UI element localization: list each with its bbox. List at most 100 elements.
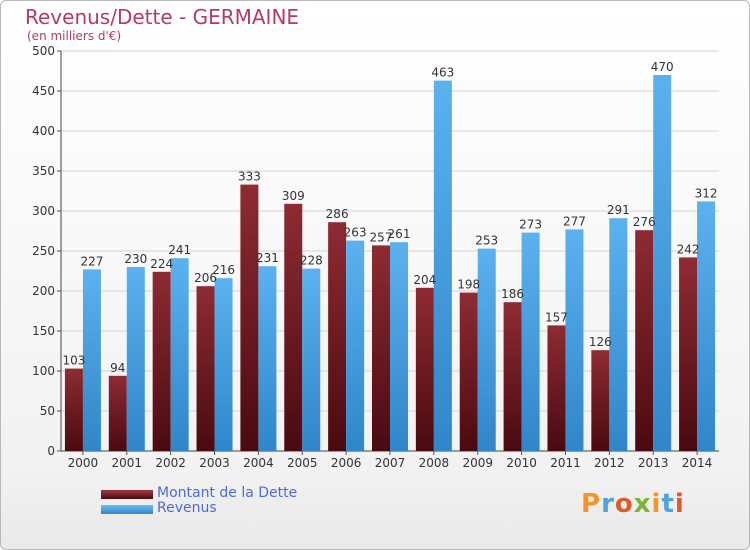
bar-dette [679,257,698,451]
x-tick-label: 2014 [682,456,713,470]
data-label-dette: 206 [194,271,217,285]
y-tick-label: 450 [32,84,55,98]
data-label-revenus: 253 [475,234,498,248]
bar-dette [284,203,303,451]
bar-dette [635,230,654,451]
logo-letter: i [651,489,662,519]
bars [64,75,716,451]
legend-swatch-dette [101,490,153,499]
y-tick-label: 0 [47,444,55,458]
x-tick-label: 2003 [199,456,230,470]
bar-dette [196,286,215,451]
x-tick-label: 2012 [594,456,625,470]
bar-revenus [433,80,452,451]
x-tick-label: 2013 [638,456,669,470]
y-tick-label: 50 [40,404,55,418]
y-tick-label: 250 [32,244,55,258]
bar-dette [240,184,259,451]
x-tick-label: 2004 [243,456,274,470]
chart-subtitle: (en milliers d'€) [27,29,122,43]
bar-revenus [609,218,628,451]
data-label-dette: 103 [62,354,85,368]
data-label-dette: 286 [326,207,349,221]
bar-dette [152,271,171,451]
bar-revenus [302,268,321,451]
x-tick-label: 2009 [462,456,493,470]
bar-revenus [697,201,716,451]
y-tick-label: 200 [32,284,55,298]
bar-revenus [170,258,189,451]
x-tick-label: 2000 [68,456,99,470]
x-tick-label: 2007 [375,456,406,470]
x-tick-label: 2001 [112,456,143,470]
data-label-dette: 309 [282,189,305,203]
data-label-revenus: 261 [388,227,411,241]
x-tick-label: 2011 [550,456,581,470]
data-label-revenus: 291 [607,203,630,217]
bar-revenus [521,232,540,451]
bar-revenus [477,248,496,451]
bar-dette [372,245,390,451]
x-tick-label: 2006 [331,456,362,470]
x-tick-label: 2005 [287,456,318,470]
data-label-dette: 198 [457,278,480,292]
legend-swatch-revenus [101,505,153,514]
data-label-revenus: 277 [563,214,586,228]
y-tick-label: 500 [32,44,55,58]
y-tick-label: 400 [32,124,55,138]
logo-letter: P [581,489,602,519]
y-tick-label: 350 [32,164,55,178]
data-label-dette: 224 [150,257,173,271]
logo-letter: r [601,489,615,519]
data-label-dette: 276 [633,215,656,229]
bar-dette [108,375,127,451]
legend-label-revenus: Revenus [157,500,217,516]
y-tick-label: 100 [32,364,55,378]
bar-revenus [565,229,584,451]
bar-revenus [126,267,145,451]
axes: 0 50 100 150 200 250 300 350 400 450 500 2000 2001 20… [32,44,719,470]
bar-dette [503,302,522,451]
data-label-revenus: 263 [344,226,367,240]
data-label-revenus: 231 [256,251,279,265]
bar-revenus [653,75,672,451]
bar-revenus [214,278,233,451]
data-label-dette: 126 [589,335,612,349]
bar-dette [415,287,434,451]
logo-letter: o [614,489,634,519]
data-label-dette: 242 [677,242,700,256]
data-label-dette: 157 [545,310,568,324]
proxiti-logo: Proxiti [581,489,685,519]
logo-letter: i [674,489,685,519]
data-label-dette: 204 [413,273,436,287]
legend-label-dette: Montant de la Dette [157,485,298,501]
y-tick-label: 150 [32,324,55,338]
data-label-revenus: 228 [300,254,323,268]
bar-revenus [390,242,408,451]
y-tick-label: 300 [32,204,55,218]
bar-dette [64,368,83,451]
x-tick-label: 2002 [155,456,186,470]
data-label-revenus: 227 [80,254,103,268]
data-label-revenus: 216 [212,263,235,277]
bar-dette [328,222,347,451]
bar-revenus [258,266,277,451]
bar-revenus [346,240,365,451]
data-label-dette: 186 [501,287,524,301]
logo-letter: x [633,489,652,519]
x-tick-label: 2010 [506,456,537,470]
data-label-dette: 333 [238,170,261,184]
chart-title: Revenus/Dette - GERMAINE [25,5,300,29]
x-tick-label: 2008 [419,456,450,470]
data-label-revenus: 470 [651,60,674,74]
data-label-revenus: 312 [695,186,718,200]
data-label-revenus: 273 [519,218,542,232]
logo-letter: t [661,489,675,519]
data-label-dette: 257 [370,230,393,244]
data-label-revenus: 230 [124,252,147,266]
bar-revenus [82,269,101,451]
data-label-dette: 94 [110,361,125,375]
data-label-revenus: 463 [431,66,454,80]
